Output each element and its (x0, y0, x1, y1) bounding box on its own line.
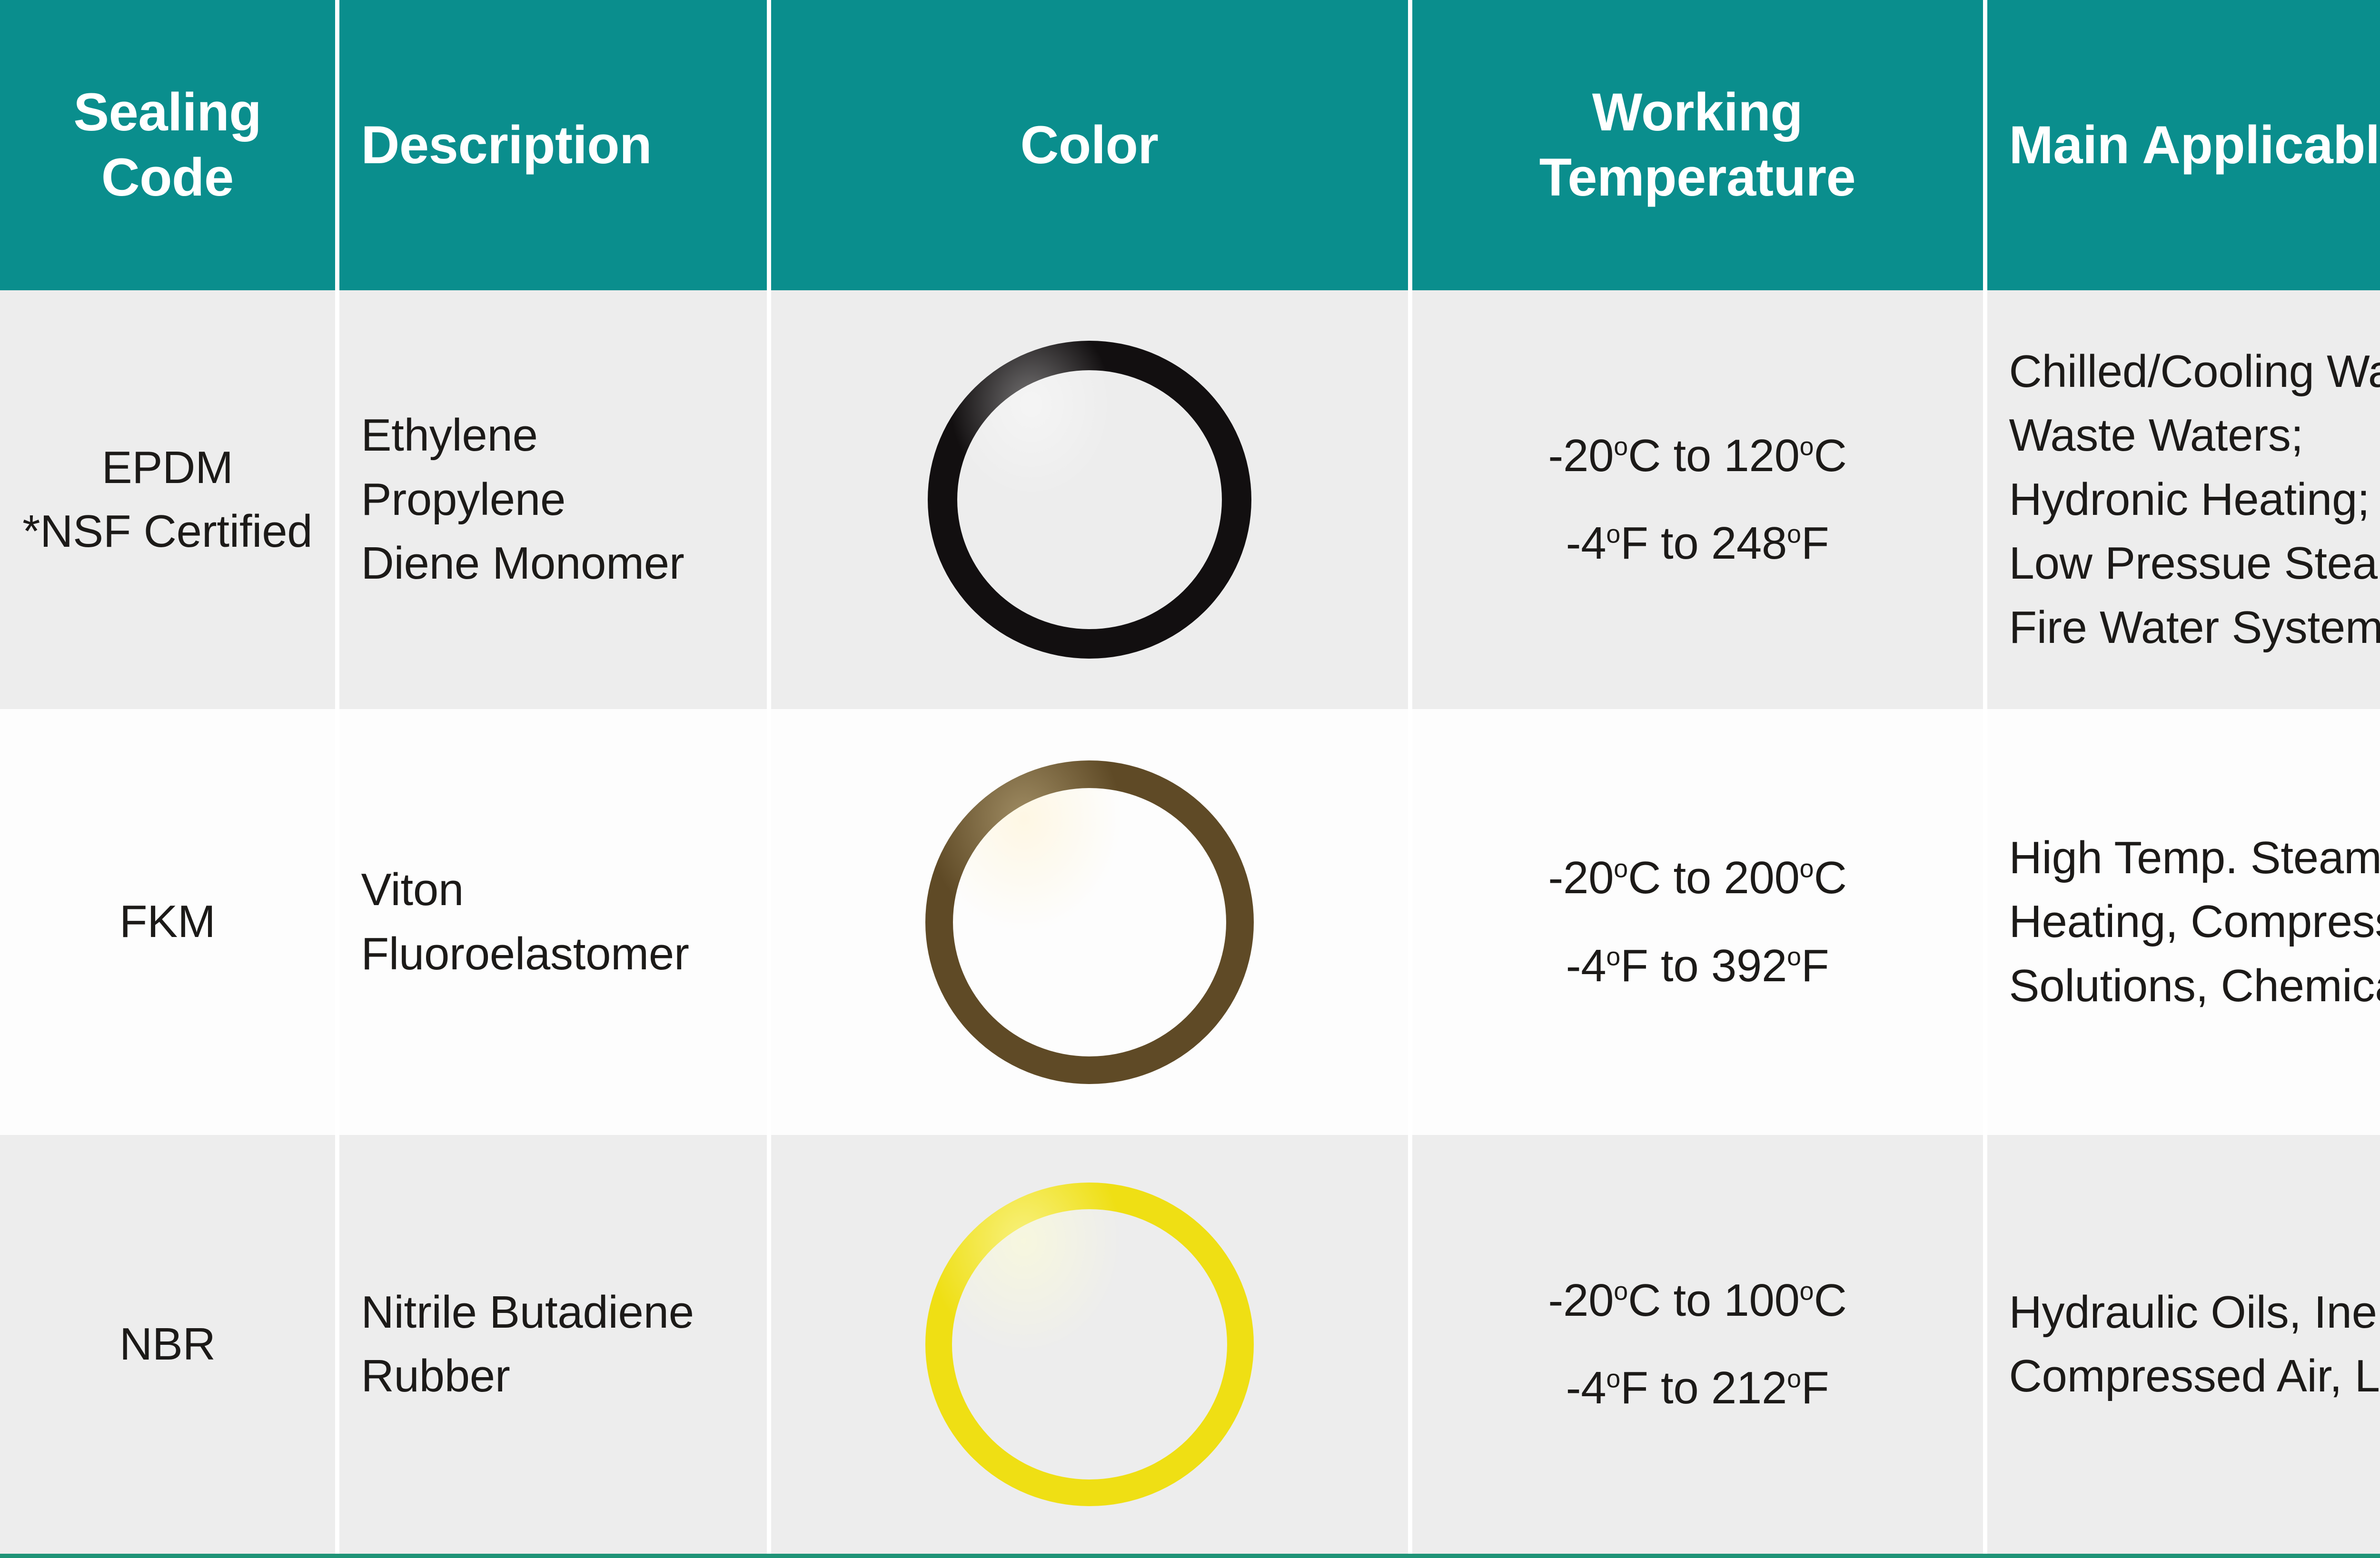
medium-line: Hydraulic Oils, Inert Gases, (2009, 1286, 2380, 1338)
cell-working-temperature: -20oC to 100oC -4oF to 212oF (1410, 1135, 1987, 1554)
table-row: FKM Viton Fluoroelastomer -20oC to 200oC… (0, 709, 2380, 1135)
degree-symbol: o (1606, 520, 1621, 549)
degree-symbol: o (1787, 520, 1802, 549)
medium-line: Compressed Air, Lubricants. (2009, 1351, 2380, 1401)
degree-symbol: o (1614, 432, 1628, 461)
column-header-working-temperature: Working Temperature (1410, 0, 1987, 290)
header-line-2: Temperature (1539, 148, 1856, 207)
temp-c-mid: C to 200 (1628, 852, 1800, 904)
degree-symbol: o (1799, 432, 1814, 461)
header-line-2: Code (101, 148, 234, 207)
header-line-1: Sealing (73, 82, 262, 142)
degree-symbol: o (1799, 854, 1814, 883)
temperature-fahrenheit: -4oF to 212oF (1428, 1356, 1967, 1420)
header-line-1: Working (1592, 82, 1803, 142)
medium-line: High Temp. Steam & Gas, Solar, (2009, 832, 2380, 883)
medium-line: Hydronic Heating; (2009, 473, 2370, 525)
description-line-2: Rubber (361, 1351, 510, 1401)
spacer (1428, 910, 1967, 934)
temperature-celsius: -20oC to 120oC (1428, 424, 1967, 488)
cell-main-applicable-medium: Chilled/Cooling Water; Waste Waters; Hyd… (1985, 290, 2380, 709)
medium-line: Low Pressue Steam; (2009, 538, 2380, 589)
temp-c-prefix: -20 (1548, 430, 1614, 481)
degree-symbol: o (1787, 1364, 1802, 1393)
sealing-code-value: EPDM (101, 442, 233, 493)
temperature-fahrenheit: -4oF to 392oF (1428, 934, 1967, 998)
cell-color (769, 709, 1412, 1135)
degree-symbol: o (1606, 1364, 1621, 1393)
temp-f-suffix: F (1801, 940, 1829, 991)
o-ring-image-wrapper (787, 760, 1392, 1084)
description-line-1: Ethylene (361, 410, 538, 461)
temp-c-suffix: C (1814, 1274, 1847, 1326)
medium-line: Solutions, Chemicals, Inert Gases. (2009, 960, 2380, 1011)
temperature-celsius: -20oC to 100oC (1428, 1269, 1967, 1332)
degree-symbol: o (1614, 854, 1628, 883)
degree-symbol: o (1606, 942, 1621, 971)
brown-o-ring-icon (925, 760, 1254, 1084)
spacer (1428, 1332, 1967, 1356)
yellow-o-ring-icon (925, 1183, 1254, 1506)
column-header-description: Description (337, 0, 771, 290)
cell-sealing-code: NBR (0, 1135, 339, 1554)
cell-description: Ethylene Propylene Diene Monomer (337, 290, 771, 709)
temp-f-prefix: -4 (1566, 940, 1606, 991)
description-line-1: Nitrile Butadiene (361, 1286, 694, 1338)
temp-c-suffix: C (1814, 430, 1847, 481)
column-header-main-applicable-medium: Main Applicable Medium (1985, 0, 2380, 290)
degree-symbol: o (1799, 1277, 1814, 1306)
temp-c-prefix: -20 (1548, 1274, 1614, 1326)
cell-main-applicable-medium: Hydraulic Oils, Inert Gases, Compressed … (1985, 1135, 2380, 1554)
description-line-3: Diene Monomer (361, 538, 684, 589)
spacer (1428, 488, 1967, 512)
medium-line: Heating, Compressed Air, Acid (2009, 896, 2380, 947)
table-row: NBR Nitrile Butadiene Rubber -20oC to 10… (0, 1135, 2380, 1554)
description-line-1: Viton (361, 864, 464, 916)
temp-c-prefix: -20 (1548, 852, 1614, 904)
cell-color (769, 1135, 1412, 1554)
temperature-celsius: -20oC to 200oC (1428, 846, 1967, 910)
cell-description: Nitrile Butadiene Rubber (337, 1135, 771, 1554)
sealing-code-note: *NSF Certified (22, 506, 313, 557)
temp-f-mid: F to 392 (1620, 940, 1787, 991)
black-o-ring-icon (927, 341, 1251, 659)
cell-sealing-code: EPDM *NSF Certified (0, 290, 339, 709)
table-row: EPDM *NSF Certified Ethylene Propylene D… (0, 290, 2380, 709)
cell-working-temperature: -20oC to 200oC -4oF to 392oF (1410, 709, 1987, 1135)
o-ring-image-wrapper (787, 341, 1392, 659)
o-ring-image-wrapper (787, 1183, 1392, 1506)
medium-line: Fire Water System. (2009, 602, 2380, 653)
temp-c-mid: C to 120 (1628, 430, 1800, 481)
temp-f-suffix: F (1801, 1362, 1829, 1413)
bottom-accent-rule (0, 1554, 2380, 1558)
temp-c-suffix: C (1814, 852, 1847, 904)
medium-line: Waste Waters; (2009, 410, 2304, 461)
table-header: Sealing Code Description Color Working T… (0, 0, 2380, 290)
table-body: EPDM *NSF Certified Ethylene Propylene D… (0, 290, 2380, 1554)
medium-line: Chilled/Cooling Water; (2009, 346, 2380, 397)
description-line-2: Propylene (361, 473, 566, 525)
temp-f-mid: F to 212 (1620, 1362, 1787, 1413)
column-header-color: Color (769, 0, 1412, 290)
temp-f-mid: F to 248 (1620, 518, 1787, 569)
cell-main-applicable-medium: High Temp. Steam & Gas, Solar, Heating, … (1985, 709, 2380, 1135)
description-line-2: Fluoroelastomer (361, 928, 689, 979)
cell-working-temperature: -20oC to 120oC -4oF to 248oF (1410, 290, 1987, 709)
cell-color (769, 290, 1412, 709)
degree-symbol: o (1787, 942, 1802, 971)
temp-f-prefix: -4 (1566, 1362, 1606, 1413)
temp-f-prefix: -4 (1566, 518, 1606, 569)
header-row: Sealing Code Description Color Working T… (0, 0, 2380, 290)
temperature-fahrenheit: -4oF to 248oF (1428, 512, 1967, 575)
degree-symbol: o (1614, 1277, 1628, 1306)
temp-c-mid: C to 100 (1628, 1274, 1800, 1326)
column-header-sealing-code: Sealing Code (0, 0, 339, 290)
cell-description: Viton Fluoroelastomer (337, 709, 771, 1135)
cell-sealing-code: FKM (0, 709, 339, 1135)
temp-f-suffix: F (1801, 518, 1829, 569)
